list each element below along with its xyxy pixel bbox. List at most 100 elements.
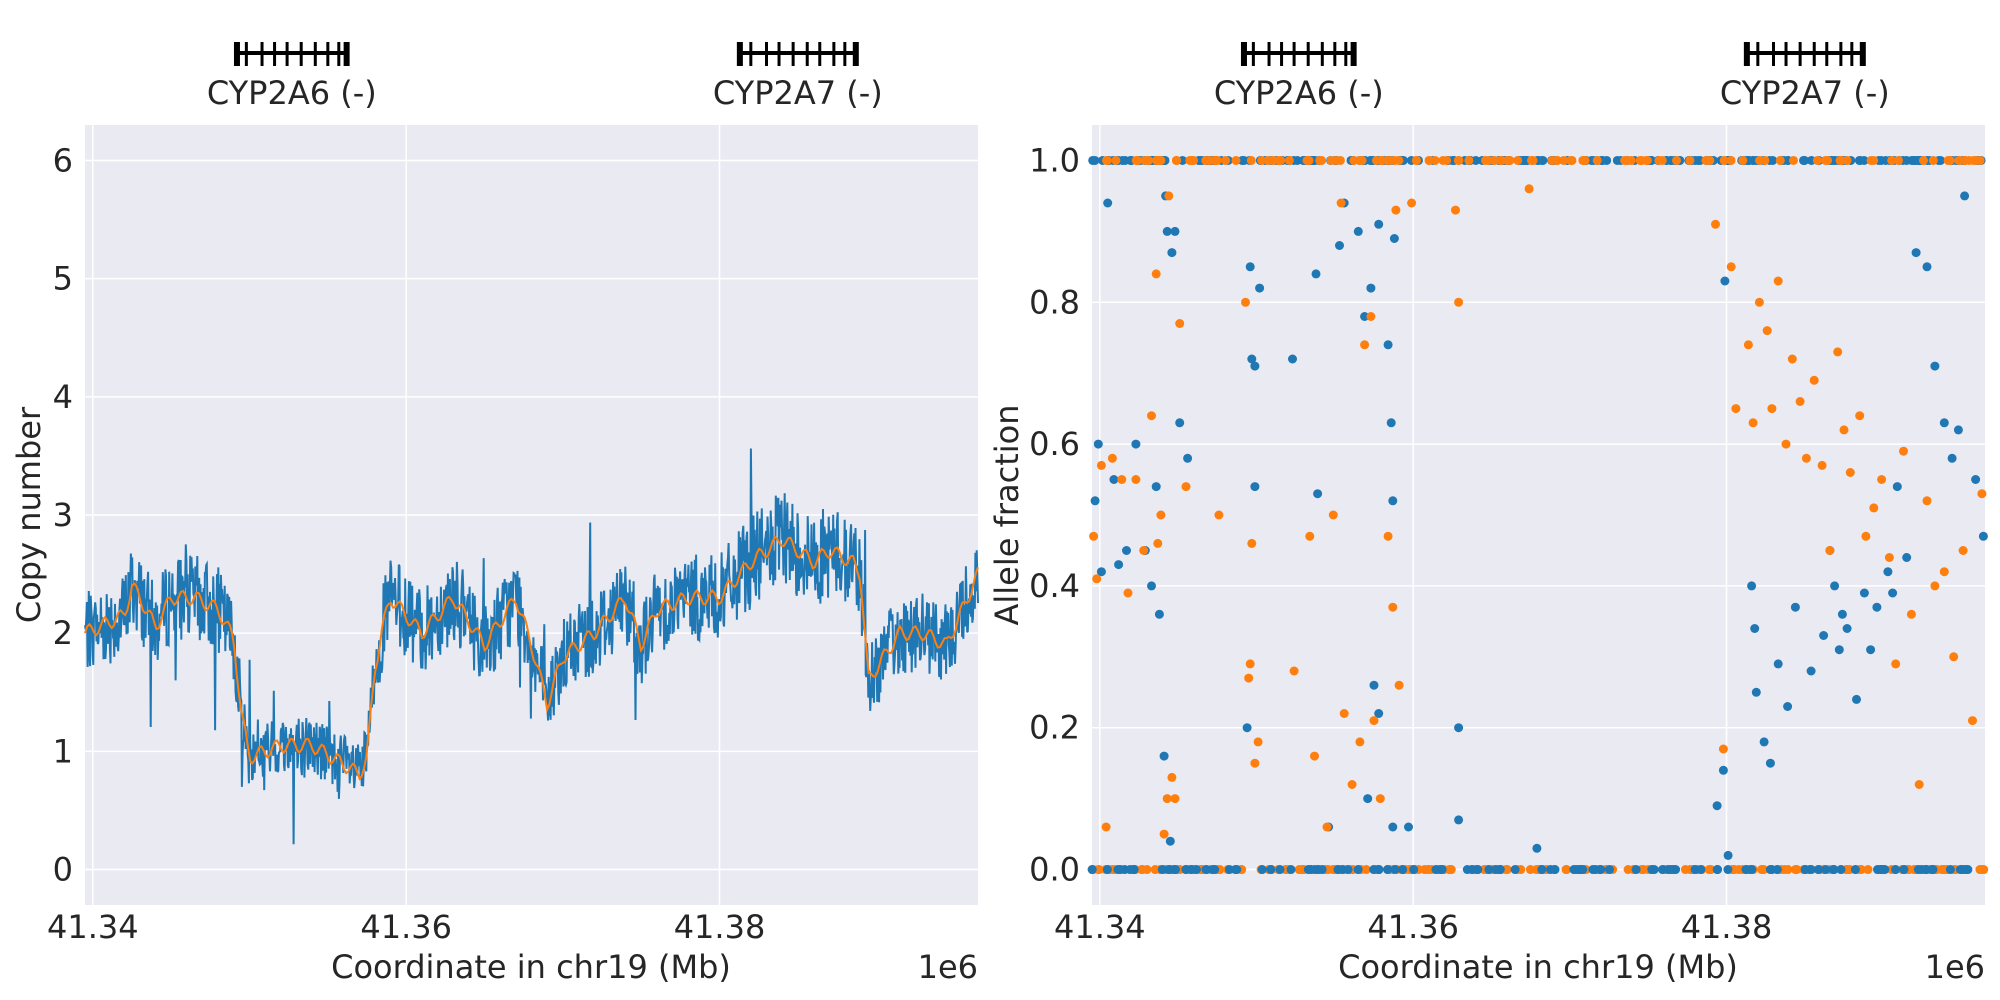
allele-fraction-point	[1245, 262, 1255, 272]
allele-fraction-point	[1902, 553, 1912, 562]
baseline-point	[1631, 865, 1641, 875]
allele-fraction-point	[1712, 801, 1722, 811]
baseline-point	[1383, 865, 1393, 875]
x-offset-label: 1e6	[1925, 948, 1985, 986]
baseline-point	[1525, 865, 1535, 875]
baseline-point	[1760, 155, 1770, 165]
allele-fraction-point	[1183, 453, 1193, 463]
allele-fraction-point	[1374, 219, 1384, 229]
gene-exon	[818, 42, 822, 66]
baseline-point	[1446, 865, 1455, 875]
allele-fraction-point	[1170, 794, 1180, 804]
y-tick-labels: 0 1 2 3 4 5 6	[53, 141, 73, 888]
gene-label: CYP2A6 (-)	[207, 74, 377, 112]
baseline-point	[1212, 155, 1222, 165]
y-tick-label: 0.4	[1029, 567, 1080, 605]
allele-fraction-point	[1726, 262, 1736, 272]
allele-fraction-point	[1391, 205, 1401, 215]
gene-label: CYP2A7 (-)	[713, 74, 883, 112]
baseline-point	[1672, 155, 1681, 165]
copy-number-smoothed-line	[84, 535, 979, 781]
baseline-point	[1343, 865, 1353, 875]
allele-fraction-point	[1767, 404, 1777, 414]
gene-exon	[1825, 42, 1829, 66]
baseline-point	[1561, 865, 1571, 875]
baseline-point	[1246, 155, 1256, 165]
baseline-point	[1821, 865, 1831, 875]
allele-fraction-point	[1743, 340, 1753, 350]
baseline-point	[1172, 155, 1182, 165]
baseline-point	[1658, 865, 1667, 875]
allele-fraction-point	[1313, 489, 1323, 499]
allele-fraction-point	[1859, 588, 1869, 598]
allele-fraction-panel: 41.34 41.36 41.38 0.0 0.2 0.4 0.6 0.8 1.0 CYP2A…	[988, 42, 1989, 986]
allele-fraction-point	[1939, 567, 1949, 577]
baseline-point	[1919, 155, 1928, 165]
allele-fraction-point	[1922, 262, 1932, 272]
baseline-point	[1208, 865, 1218, 875]
allele-fraction-point	[1899, 446, 1908, 456]
allele-fraction-point	[1819, 631, 1829, 640]
allele-fraction-point	[1830, 581, 1840, 591]
baseline-point	[1377, 155, 1387, 165]
allele-fraction-point	[1855, 411, 1865, 421]
allele-fraction-point	[1139, 546, 1149, 555]
allele-fraction-point	[1532, 843, 1542, 853]
baseline-point	[1552, 155, 1562, 165]
allele-fraction-point	[1809, 375, 1819, 385]
allele-fraction-point	[1181, 482, 1191, 492]
baseline-point	[1657, 155, 1667, 165]
baseline-point	[1230, 865, 1240, 875]
baseline-point	[1723, 865, 1733, 875]
allele-fraction-point	[1388, 496, 1398, 506]
allele-fraction-point	[1839, 425, 1849, 435]
allele-fraction-point	[1131, 475, 1141, 484]
allele-fraction-point	[1250, 361, 1260, 371]
baseline-point	[1734, 865, 1744, 875]
baseline-point	[1772, 865, 1782, 875]
gene-exon	[832, 42, 836, 66]
allele-fraction-point	[1790, 602, 1800, 612]
baseline-point	[1866, 155, 1876, 165]
allele-fraction-point	[1250, 758, 1260, 768]
allele-fraction-point	[1852, 694, 1861, 704]
allele-fraction-point	[1375, 794, 1385, 804]
baseline-point	[1927, 865, 1937, 875]
baseline-point	[1775, 155, 1785, 165]
baseline-point	[1877, 865, 1887, 875]
allele-fraction-point	[1834, 645, 1844, 655]
allele-fraction-point	[1883, 567, 1893, 577]
allele-fraction-point	[1388, 602, 1398, 612]
allele-fraction-point	[1162, 794, 1172, 804]
allele-fraction-point	[1147, 581, 1156, 591]
baseline-point	[1142, 865, 1152, 875]
allele-fraction-point	[1845, 468, 1855, 477]
allele-fraction-point	[1866, 645, 1876, 655]
baseline-point	[1102, 155, 1111, 165]
allele-fraction-point	[1383, 340, 1393, 350]
allele-fraction-point	[1914, 780, 1924, 789]
baseline-point	[1473, 865, 1483, 875]
baseline-point	[1665, 865, 1675, 875]
x-offset-label: 1e6	[918, 948, 978, 986]
allele-fraction-point	[1328, 510, 1338, 520]
gene-exon	[1798, 42, 1802, 66]
y-axis-label: Allele fraction	[988, 404, 1026, 625]
allele-fraction-point	[1159, 751, 1169, 761]
allele-fraction-point	[1156, 510, 1166, 520]
allele-fraction-point	[1339, 709, 1349, 718]
baseline-point	[1398, 865, 1407, 875]
gene-exon	[1320, 42, 1324, 66]
baseline-point	[1115, 865, 1125, 875]
allele-fraction-point	[1366, 312, 1376, 321]
baseline-point	[1705, 155, 1715, 165]
allele-fraction-point	[1783, 702, 1793, 711]
allele-fraction-point	[1247, 354, 1257, 364]
allele-fraction-point	[1872, 602, 1882, 612]
baseline-point	[1390, 865, 1400, 875]
gene-exon	[299, 42, 303, 66]
baseline-point	[1353, 865, 1363, 875]
allele-fraction-point	[1214, 510, 1224, 520]
allele-fraction-point	[1781, 439, 1791, 449]
allele-fraction-point	[1947, 453, 1957, 463]
